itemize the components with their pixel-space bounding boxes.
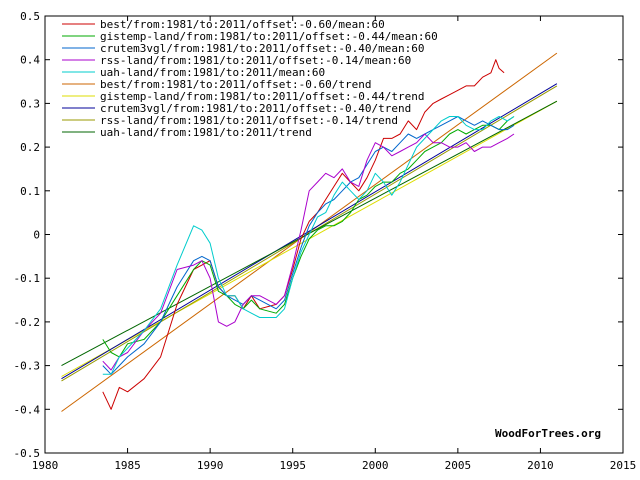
series-line-1 [102,116,515,358]
legend: best/from:1981/to:2011/offset:-0.60/mean… [62,18,438,139]
legend-label: best/from:1981/to:2011/offset:-0.60/mean… [100,18,385,31]
y-tick-label: -0.5 [14,447,41,460]
x-tick-label: 2000 [362,459,389,472]
series-line-4 [102,116,515,375]
x-tick-label: 1985 [114,459,141,472]
y-tick-label: 0.2 [20,141,40,154]
y-tick-label: 0.5 [20,10,40,23]
x-tick-label: 1980 [32,459,59,472]
trend-line-5 [61,52,558,412]
y-tick-label: 0.3 [20,97,40,110]
x-tick-label: 1995 [279,459,306,472]
legend-label: uah-land/from:1981/to:2011/mean:60 [100,66,325,79]
legend-label: crutem3vgl/from:1981/to:2011/offset:-0.4… [100,102,411,115]
legend-label: gistemp-land/from:1981/to:2011/offset:-0… [100,30,438,43]
y-tick-label: -0.2 [14,316,41,329]
legend-label: best/from:1981/to:2011/offset:-0.60/tren… [100,78,372,91]
watermark: WoodForTrees.org [495,427,601,440]
legend-label: uah-land/from:1981/to:2011/trend [100,126,312,139]
x-tick-label: 2005 [445,459,472,472]
legend-label: crutem3vgl/from:1981/to:2011/offset:-0.4… [100,42,425,55]
legend-label: rss-land/from:1981/to:2011/offset:-0.14/… [100,114,398,127]
series-line-0 [102,59,505,410]
x-tick-label: 2010 [527,459,554,472]
y-tick-label: -0.3 [14,360,41,373]
plot-area [44,15,624,454]
y-tick-label: -0.1 [14,272,41,285]
y-tick-label: 0 [33,229,40,242]
legend-label: gistemp-land/from:1981/to:2011/offset:-0… [100,90,425,103]
trend-line-7 [61,83,558,380]
series-layer [61,52,558,412]
y-tick-label: -0.4 [14,403,41,416]
y-tick-label: 0.1 [20,185,40,198]
x-tick-label: 1990 [197,459,224,472]
legend-label: rss-land/from:1981/to:2011/offset:-0.14/… [100,54,411,67]
x-axis: 1980 1985 1990 1995 2000 2005 2010 2015 [32,16,637,472]
y-axis: -0.5 -0.4 -0.3 -0.2 -0.1 0 0.1 0.2 0.3 0.4 0.5 [14,10,623,460]
series-line-3 [102,133,515,371]
series-line-2 [102,116,515,375]
x-tick-label: 2015 [610,459,637,472]
y-tick-label: 0.4 [20,54,40,67]
